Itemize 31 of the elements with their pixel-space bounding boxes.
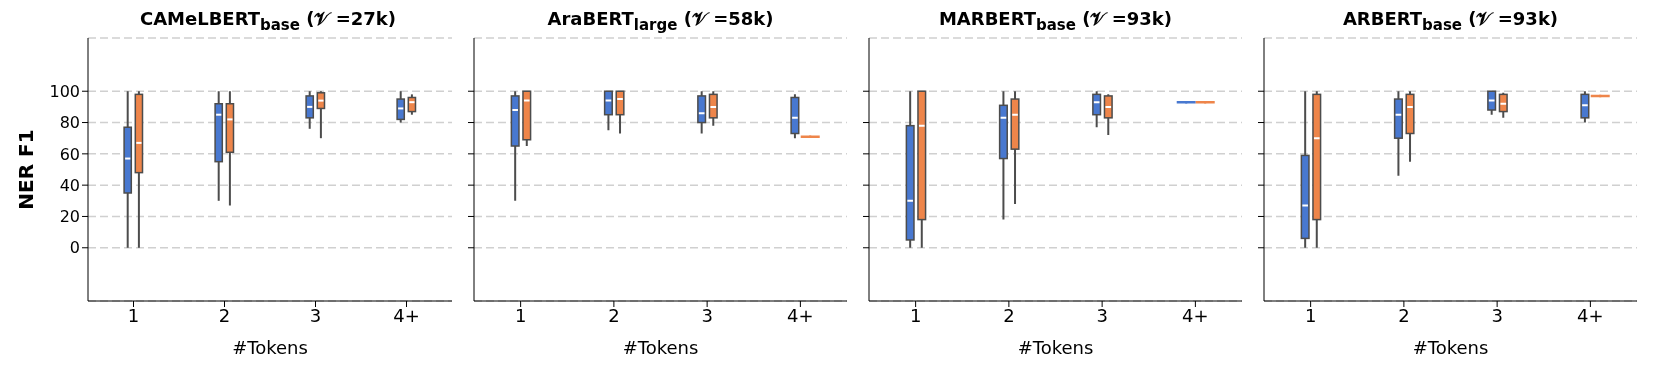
x-tick-label: 2	[1003, 304, 1015, 326]
x-tick-label: 3	[309, 304, 322, 326]
y-axis-title: NER F1	[14, 129, 38, 210]
x-tick-label: 4+	[787, 304, 814, 326]
y-tick-label: 0	[69, 238, 80, 258]
x-tick-label: 1	[514, 304, 527, 326]
y-tick-label: 80	[59, 113, 80, 133]
chart-title: CAMeLBERT$_{base}$ (𝒱 =27k)	[138, 8, 398, 34]
x-tick-label: 2	[1398, 304, 1410, 326]
x-axis-title: #Tokens	[1017, 337, 1094, 358]
x-tick-label: 3	[1096, 304, 1108, 326]
x-tick-label: 3	[1491, 304, 1503, 326]
x-axis-title: #Tokens	[1412, 337, 1489, 358]
y-tick-label: 20	[59, 207, 80, 227]
x-axis-title: #Tokens	[622, 337, 699, 358]
chart-title: ARBERT$_{base}$ (𝒱 =93k)	[1341, 8, 1560, 34]
chart-title: AraBERT$_{large}$ (𝒱 =58k)	[546, 8, 775, 34]
chart-title: MARBERT$_{base}$ (𝒱 =93k)	[937, 8, 1174, 34]
y-tick-label: 100	[49, 81, 80, 101]
y-tick-label: 40	[59, 175, 80, 195]
x-tick-label: 1	[127, 304, 140, 326]
x-axis-title: #Tokens	[232, 337, 308, 358]
x-tick-label: 4+	[1577, 304, 1604, 326]
x-tick-label: 2	[608, 304, 620, 326]
x-tick-label: 2	[218, 304, 231, 326]
x-tick-label: 4+	[1182, 304, 1209, 326]
x-tick-label: 1	[909, 304, 922, 326]
x-tick-label: 4+	[393, 304, 420, 326]
x-tick-label: 1	[1304, 304, 1317, 326]
x-tick-label: 3	[701, 304, 713, 326]
y-tick-label: 60	[59, 144, 80, 164]
